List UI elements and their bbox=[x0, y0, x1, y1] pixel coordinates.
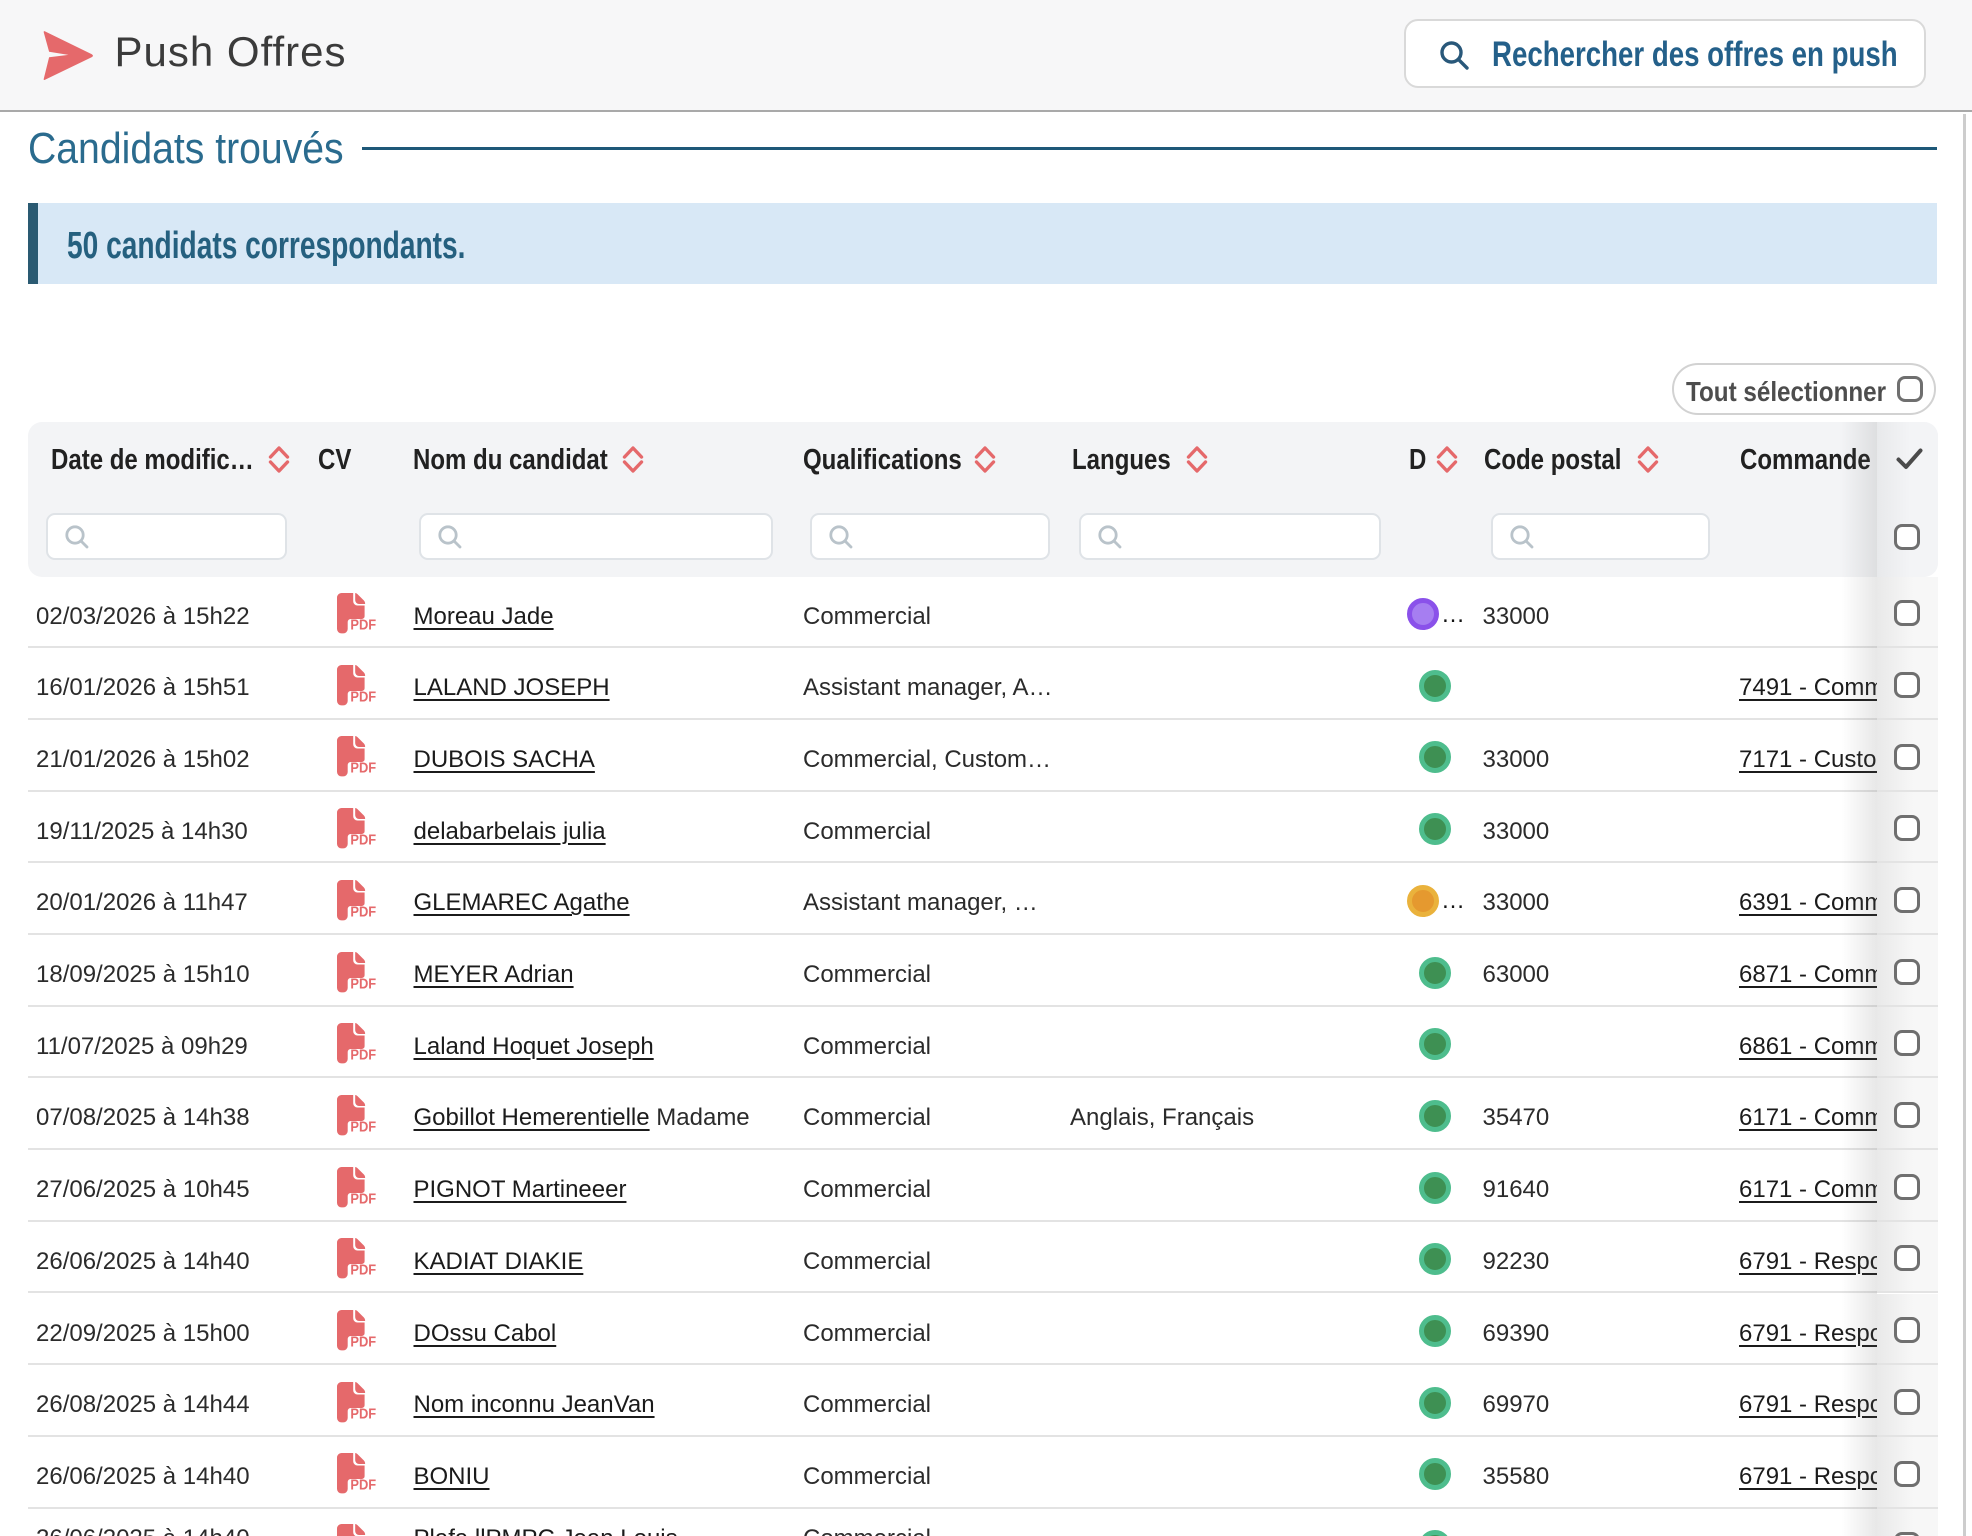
svg-text:PDF: PDF bbox=[350, 1476, 376, 1493]
svg-text:PDF: PDF bbox=[350, 1189, 376, 1206]
svg-text:PDF: PDF bbox=[350, 831, 376, 848]
svg-text:PDF: PDF bbox=[350, 1261, 376, 1278]
svg-text:PDF: PDF bbox=[350, 1404, 376, 1421]
svg-text:PDF: PDF bbox=[350, 616, 376, 633]
svg-text:PDF: PDF bbox=[350, 1118, 376, 1135]
svg-text:PDF: PDF bbox=[350, 1333, 376, 1350]
svg-text:PDF: PDF bbox=[350, 902, 376, 919]
svg-text:PDF: PDF bbox=[350, 974, 376, 991]
svg-text:PDF: PDF bbox=[350, 1046, 376, 1063]
svg-text:PDF: PDF bbox=[350, 687, 376, 704]
svg-text:PDF: PDF bbox=[350, 759, 376, 776]
